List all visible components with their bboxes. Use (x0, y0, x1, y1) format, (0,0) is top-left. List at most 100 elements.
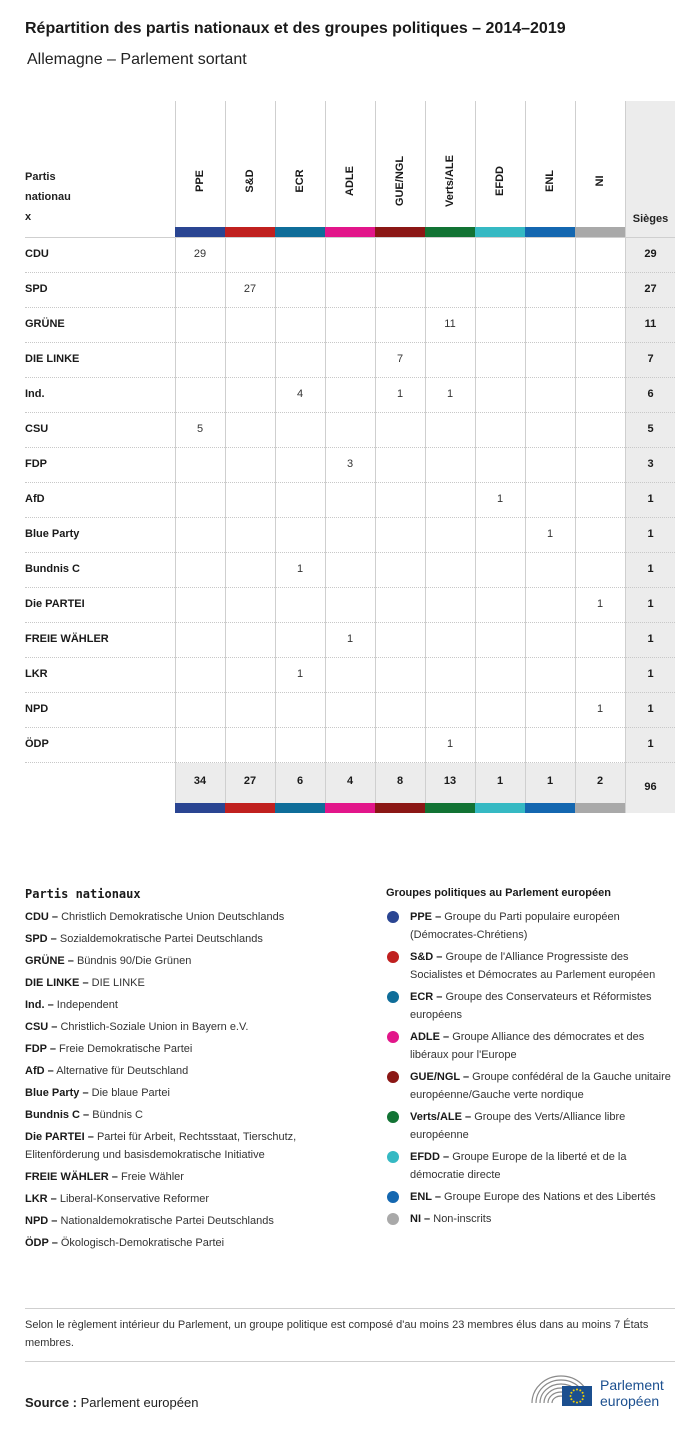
page-title: Répartition des partis nationaux et des … (25, 20, 566, 37)
party-abbreviation: Bundnis C – (25, 1109, 90, 1121)
seat-count-cell: 7 (396, 353, 404, 365)
seat-count-cell: 29 (193, 248, 207, 260)
row-total-seats: 11 (644, 318, 657, 330)
party-full-name: Freie Demokratische Partei (59, 1043, 193, 1055)
row-divider (25, 762, 675, 763)
group-abbreviation: GUE/NGL – (410, 1071, 470, 1083)
divider (25, 1361, 675, 1362)
group-abbreviation: ADLE – (410, 1031, 450, 1043)
group-total-cell: 1 (546, 775, 554, 787)
political-group-legend-item: NI – Non-inscrits (386, 1210, 676, 1228)
national-party-legend-item: Ind. – Independent (25, 996, 365, 1014)
group-column-header: ENL (525, 101, 575, 227)
header-divider (25, 237, 675, 238)
group-abbreviation: NI – (410, 1213, 431, 1225)
group-color-bar (325, 227, 375, 237)
group-color-dot-icon (387, 911, 399, 923)
group-abbreviation: PPE – (410, 911, 442, 923)
group-full-name: Non-inscrits (433, 1213, 492, 1225)
national-parties-heading: Partis nationaux (25, 887, 141, 901)
political-group-legend-item: ENL – Groupe Europe des Nations et des L… (386, 1188, 676, 1206)
row-total-seats: 29 (644, 248, 657, 260)
group-full-name: Groupe des Verts/Alliance libre européen… (410, 1111, 626, 1141)
party-column-header: Partis nationau x (25, 171, 71, 223)
group-color-dot-icon (387, 1213, 399, 1225)
group-full-name: Groupe Europe de la liberté et de la dém… (410, 1151, 627, 1181)
national-parties-legend: Partis nationaux CDU – Christlich Demokr… (25, 887, 365, 1256)
group-column-header: PPE (175, 101, 225, 227)
logo-text: Parlement européen (600, 1377, 664, 1409)
group-full-name: Groupe Europe des Nations et des Liberté… (444, 1191, 656, 1203)
group-color-bar (275, 227, 325, 237)
national-party-legend-item: CDU – Christlich Demokratische Union Deu… (25, 908, 365, 926)
row-divider (25, 622, 675, 623)
group-column-label: GUE/NGL (394, 155, 406, 207)
party-abbreviation: CDU – (25, 911, 59, 923)
group-color-bar (175, 803, 225, 813)
group-full-name: Groupe des Conservateurs et Réformistes … (410, 991, 652, 1021)
group-abbreviation: EFDD – (410, 1151, 450, 1163)
group-color-dot-icon (387, 1191, 399, 1203)
group-color-dot-icon (387, 1031, 399, 1043)
group-column-label: S&D (244, 169, 256, 193)
group-total-cell: 13 (443, 775, 457, 787)
party-row-label: CDU (25, 248, 49, 260)
national-party-legend-item: AfD – Alternative für Deutschland (25, 1062, 365, 1080)
column-divider (175, 101, 176, 813)
group-color-bar (475, 803, 525, 813)
party-full-name: Liberal-Konservative Reformer (59, 1193, 210, 1205)
group-column-label: PPE (194, 169, 206, 193)
row-divider (25, 517, 675, 518)
group-color-bar (325, 803, 375, 813)
grand-total-seats: 96 (644, 781, 657, 793)
national-parties-list: CDU – Christlich Demokratische Union Deu… (25, 908, 365, 1252)
group-column-label: NI (594, 175, 606, 187)
party-row-label: ÖDP (25, 738, 49, 750)
row-total-seats: 3 (647, 458, 654, 470)
group-color-bar (175, 227, 225, 237)
seat-count-cell: 1 (446, 388, 454, 400)
seat-count-cell: 1 (296, 668, 304, 680)
party-abbreviation: SPD – (25, 933, 57, 945)
group-color-bar (225, 803, 275, 813)
national-party-legend-item: ÖDP – Ökologisch-Demokratische Partei (25, 1234, 365, 1252)
group-column-label: EFDD (494, 166, 506, 196)
party-row-label: NPD (25, 703, 49, 715)
party-abbreviation: GRÜNE – (25, 955, 74, 967)
party-abbreviation: Blue Party – (25, 1087, 89, 1099)
row-total-seats: 1 (647, 633, 654, 645)
political-groups-heading: Groupes politiques au Parlement européen (386, 887, 611, 899)
party-row-label: Bundnis C (25, 563, 80, 575)
party-full-name: Ökologisch-Demokratische Partei (60, 1237, 225, 1249)
column-divider (525, 101, 526, 813)
national-party-legend-item: GRÜNE – Bündnis 90/Die Grünen (25, 952, 365, 970)
party-row-label: CSU (25, 423, 49, 435)
row-total-seats: 6 (647, 388, 654, 400)
row-divider (25, 727, 675, 728)
source-value: Parlement européen (80, 1395, 199, 1410)
row-total-seats: 1 (647, 528, 654, 540)
group-color-bar (475, 227, 525, 237)
column-divider (325, 101, 326, 813)
row-divider (25, 412, 675, 413)
group-color-bar (575, 227, 625, 237)
national-party-legend-item: LKR – Liberal-Konservative Reformer (25, 1190, 365, 1208)
totals-row-background (175, 763, 626, 803)
group-column-header: Verts/ALE (425, 101, 475, 227)
group-color-dot-icon (387, 1151, 399, 1163)
party-full-name: Partei für Arbeit, Rechtsstaat, Tierschu… (25, 1131, 297, 1161)
column-divider (225, 101, 226, 813)
seat-count-cell: 1 (446, 738, 454, 750)
group-full-name: Groupe du Parti populaire européen (Démo… (410, 911, 620, 941)
party-full-name: Christlich-Soziale Union in Bayern e.V. (60, 1021, 249, 1033)
group-column-header: ADLE (325, 101, 375, 227)
party-full-name: Freie Wähler (120, 1171, 184, 1183)
party-row-label: Die PARTEI (25, 598, 85, 610)
party-abbreviation: Ind. – (25, 999, 54, 1011)
group-abbreviation: S&D – (410, 951, 443, 963)
row-total-seats: 27 (644, 283, 657, 295)
row-total-seats: 5 (647, 423, 654, 435)
party-full-name: Nationaldemokratische Partei Deutschland… (60, 1215, 274, 1227)
national-party-legend-item: Blue Party – Die blaue Partei (25, 1084, 365, 1102)
party-abbreviation: LKR – (25, 1193, 57, 1205)
